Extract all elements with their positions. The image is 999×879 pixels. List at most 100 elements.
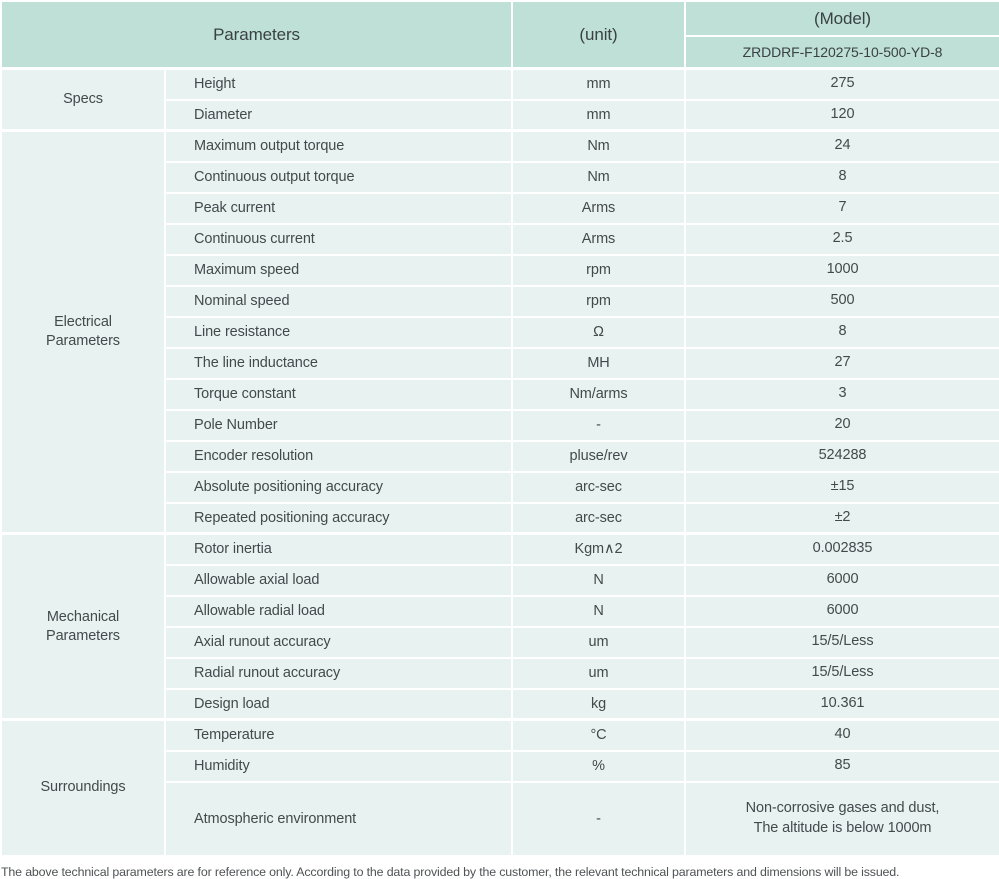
param-name: Height [164,67,513,101]
model-header: (Model) [684,0,999,37]
table-row: Allowable radial load N 6000 [1,594,999,628]
param-value: 6000 [684,563,999,597]
param-unit: - [511,408,686,442]
param-value: 1000 [684,253,999,287]
param-unit: Nm [511,129,686,163]
table-row: Continuous output torque Nm 8 [1,160,999,194]
section-label-mechanical: Mechanical Parameters [0,532,166,721]
param-name: Line resistance [164,315,513,349]
param-name: Continuous current [164,222,513,256]
param-value: 524288 [684,439,999,473]
param-name: Maximum output torque [164,129,513,163]
param-value: 8 [684,315,999,349]
table-row: Maximum speed rpm 1000 [1,253,999,287]
model-number: ZRDDRF-F120275-10-500-YD-8 [684,35,999,70]
table-row: Peak current Arms 7 [1,191,999,225]
table-row: The line inductance MH 27 [1,346,999,380]
param-value: 7 [684,191,999,225]
table-row: Electrical Parameters Maximum output tor… [0,129,999,535]
param-unit: um [511,625,686,659]
param-name: Diameter [164,98,513,132]
param-name: Design load [164,687,513,721]
param-name: Axial runout accuracy [164,625,513,659]
table-row: Nominal speed rpm 500 [1,284,999,318]
param-value: ±15 [684,470,999,504]
param-unit: % [511,749,686,783]
table-header-row: Parameters (unit) (Model) [0,0,999,70]
table-row: Atmospheric environment - Non-corrosive … [1,780,999,857]
section-label-surroundings: Surroundings [0,718,166,857]
param-name: Rotor inertia [164,532,513,566]
param-unit: kg [511,687,686,721]
param-value: 3 [684,377,999,411]
table-row: Allowable axial load N 6000 [1,563,999,597]
table-row: Line resistance Ω 8 [1,315,999,349]
param-name: Continuous output torque [164,160,513,194]
param-unit: um [511,656,686,690]
param-unit: MH [511,346,686,380]
table-row: Axial runout accuracy um 15/5/Less [1,625,999,659]
param-name: The line inductance [164,346,513,380]
parameters-header: Parameters [0,0,513,70]
param-name: Torque constant [164,377,513,411]
param-unit: rpm [511,253,686,287]
param-value: 0.002835 [684,532,999,566]
table-row: Specs Height mm 275 [0,67,999,132]
param-value: 8 [684,160,999,194]
param-name: Absolute positioning accuracy [164,470,513,504]
table-row: Diameter mm 120 [1,98,999,132]
section-label-electrical: Electrical Parameters [0,129,166,535]
table-row: Repeated positioning accuracy arc-sec ±2 [1,501,999,535]
param-name: Radial runout accuracy [164,656,513,690]
unit-header: (unit) [511,0,686,70]
param-value: 6000 [684,594,999,628]
footnote: The above technical parameters are for r… [1,864,900,879]
section-label-specs: Specs [0,67,166,132]
param-value: ±2 [684,501,999,535]
param-unit: arc-sec [511,470,686,504]
param-value: 15/5/Less [684,656,999,690]
table-row: Encoder resolution pluse/rev 524288 [1,439,999,473]
param-unit: mm [511,98,686,132]
spec-table: Parameters (unit) (Model) ZRDDRF-F120275… [0,0,999,857]
param-value: 85 [684,749,999,783]
param-unit: mm [511,67,686,101]
param-name: Encoder resolution [164,439,513,473]
param-value: 27 [684,346,999,380]
param-unit: Kgm∧2 [511,532,686,566]
param-value: 40 [684,718,999,752]
param-unit: °C [511,718,686,752]
param-value: 500 [684,284,999,318]
param-unit: Ω [511,315,686,349]
param-unit: Arms [511,191,686,225]
table-row: Absolute positioning accuracy arc-sec ±1… [1,470,999,504]
table-row: Radial runout accuracy um 15/5/Less [1,656,999,690]
param-unit: pluse/rev [511,439,686,473]
param-value: 24 [684,129,999,163]
param-value: 10.361 [684,687,999,721]
param-value: 20 [684,408,999,442]
param-unit: Nm/arms [511,377,686,411]
param-unit: - [511,780,686,857]
param-name: Temperature [164,718,513,752]
param-unit: arc-sec [511,501,686,535]
param-value: 275 [684,67,999,101]
param-value: 120 [684,98,999,132]
table-row: Humidity % 85 [1,749,999,783]
param-unit: Arms [511,222,686,256]
param-unit: N [511,594,686,628]
table-row: Surroundings Temperature °C 40 [0,718,999,857]
param-unit: N [511,563,686,597]
table-row: Continuous current Arms 2.5 [1,222,999,256]
param-name: Atmospheric environment [164,780,513,857]
table-row: Pole Number - 20 [1,408,999,442]
param-unit: Nm [511,160,686,194]
table-row: Design load kg 10.361 [1,687,999,721]
param-name: Peak current [164,191,513,225]
param-name: Repeated positioning accuracy [164,501,513,535]
table-header-row: ZRDDRF-F120275-10-500-YD-8 [1,35,999,70]
param-name: Maximum speed [164,253,513,287]
param-name: Humidity [164,749,513,783]
param-name: Allowable axial load [164,563,513,597]
param-name: Allowable radial load [164,594,513,628]
